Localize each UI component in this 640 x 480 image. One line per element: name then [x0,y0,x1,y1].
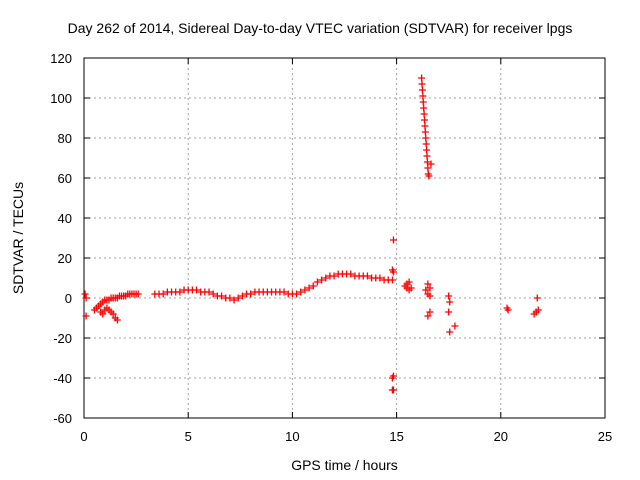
x-tick-label: 5 [185,429,192,444]
data-point [426,292,434,300]
data-point [363,272,371,280]
x-tick-label: 25 [598,429,612,444]
x-axis-label: GPS time / hours [291,457,398,473]
x-tick-label: 20 [494,429,508,444]
data-point [422,140,430,148]
data-point [301,286,309,294]
plot-frame [83,57,606,419]
data-point [297,288,305,296]
data-point [421,128,429,136]
data-point [389,268,397,276]
y-tick-label: 80 [58,131,72,146]
data-point [388,276,396,284]
data-point [234,294,242,302]
grid-lines [84,58,605,418]
data-point [425,172,433,180]
data-point [534,306,542,314]
data-point [347,270,355,278]
data-point [426,308,434,316]
y-tick-label: -40 [53,371,72,386]
data-point [424,164,432,172]
data-point [82,312,90,320]
data-point [176,288,184,296]
x-tick-label: 0 [80,429,87,444]
y-tick-label: -60 [53,411,72,426]
data-point [419,98,427,106]
data-point [82,294,90,302]
data-point [280,288,288,296]
data-point [218,292,226,300]
y-tick-label: 120 [50,51,72,66]
data-point [309,282,317,290]
data-point [418,74,426,82]
data-point [305,284,313,292]
data-point [226,294,234,302]
data-point [426,284,434,292]
data-point [423,146,431,154]
data-point [330,272,338,280]
data-point [389,236,397,244]
data-point [445,308,453,316]
data-point [193,286,201,294]
data-point [422,286,430,294]
data-point [238,292,246,300]
data-point [418,86,426,94]
data-point [109,310,117,318]
data-point [293,290,301,298]
data-point [533,294,541,302]
data-point [446,328,454,336]
data-point [99,310,107,318]
data-point [81,290,89,298]
y-tick-label: -20 [53,331,72,346]
data-point [504,306,512,314]
data-point [209,290,217,298]
data-point [420,104,428,112]
data-point [445,292,453,300]
data-point [230,296,238,304]
data-point [420,110,428,118]
data-point [422,134,430,142]
data-point [424,280,432,288]
y-tick-label: 20 [58,251,72,266]
data-point [427,160,435,168]
data-points [81,74,542,394]
data-point [405,278,413,286]
data-point [159,290,167,298]
data-point [421,122,429,130]
data-point [389,372,397,380]
y-axis-label: SDTVAR / TECUs [10,181,26,295]
data-point [113,316,121,324]
y-tick-label: 60 [58,171,72,186]
data-point [205,288,213,296]
data-point [376,274,384,282]
chart-title: Day 262 of 2014, Sidereal Day-to-day VTE… [67,20,573,36]
data-point [318,276,326,284]
y-tick-label: 40 [58,211,72,226]
data-point [389,386,397,394]
data-point [322,274,330,282]
data-point [313,278,321,286]
data-point [423,158,431,166]
data-point [451,322,459,330]
data-point [423,152,431,160]
data-point [403,284,411,292]
y-tick-label: 0 [65,291,72,306]
x-tick-label: 15 [389,429,403,444]
data-point [446,298,454,306]
data-point [421,116,429,124]
x-tick-label: 10 [285,429,299,444]
axis-ticks: -60 -40 -20 0 20 40 60 80 100 120 0 5 10 15 20 25 [50,51,612,444]
y-tick-label: 100 [50,91,72,106]
data-point [418,80,426,88]
data-point [247,290,255,298]
data-point [419,92,427,100]
data-point [134,290,142,298]
data-point [424,312,432,320]
